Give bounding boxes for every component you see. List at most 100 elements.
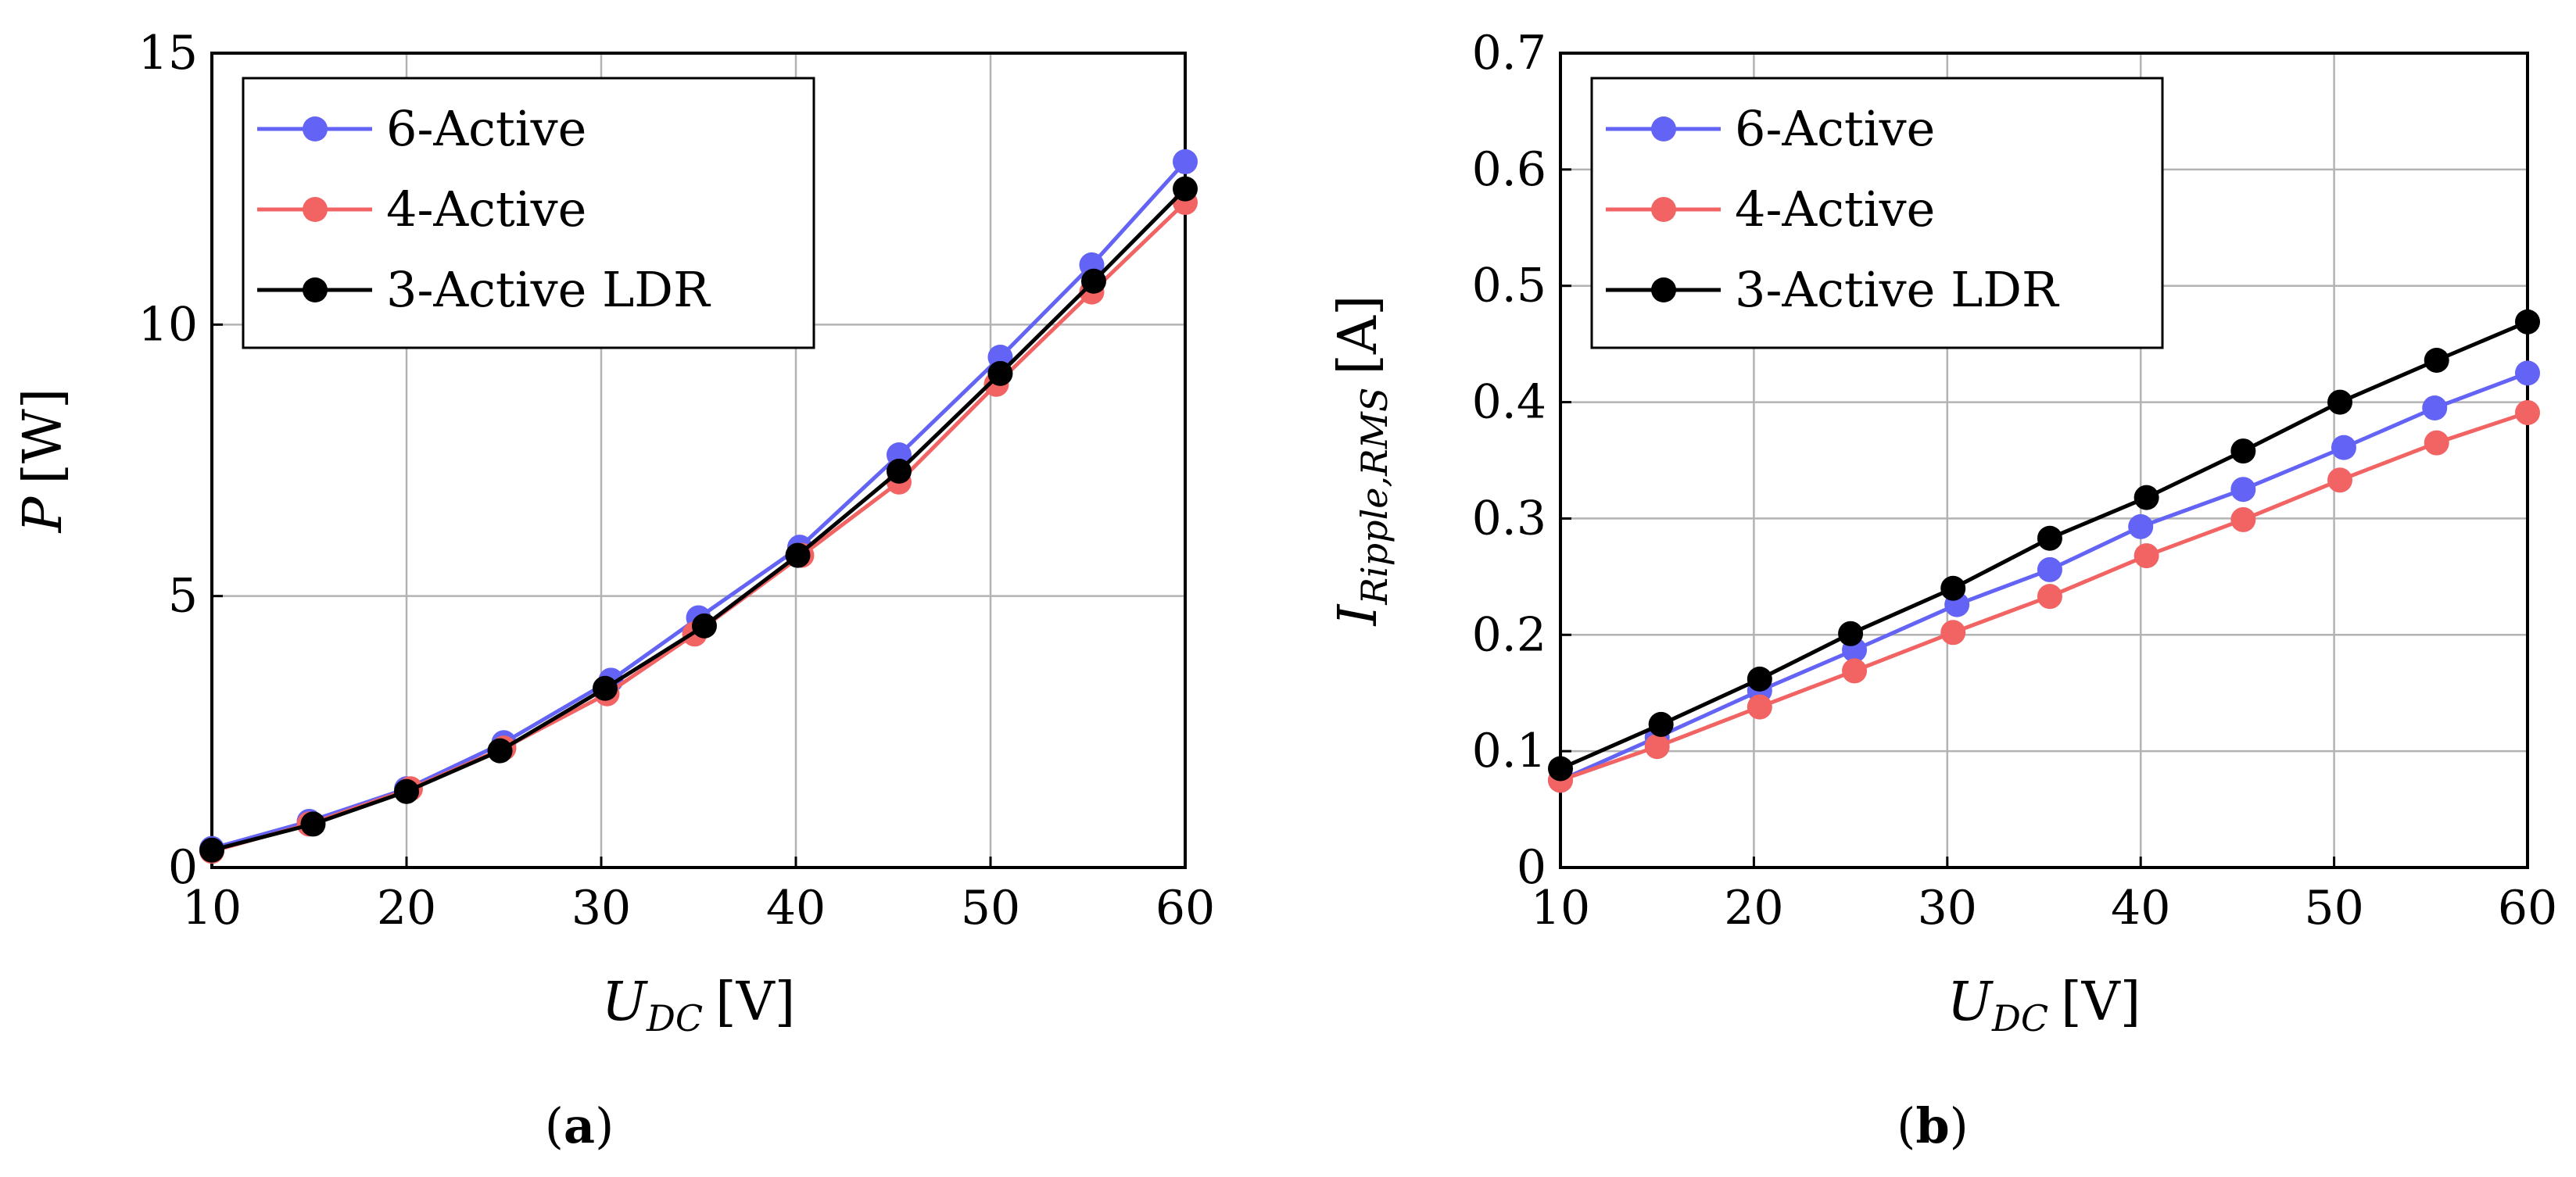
data-point: [1940, 620, 1966, 646]
x-tick-label: 40: [2111, 881, 2170, 936]
data-point: [1842, 658, 1868, 684]
x-tick-label: 10: [182, 881, 242, 936]
x-axis-label: UDC [V]: [1947, 971, 2141, 1039]
legend-marker: [303, 116, 328, 141]
x-axis-symbol: U: [1947, 971, 1994, 1033]
data-point: [1747, 694, 1772, 720]
caption-open-paren: (: [545, 1097, 564, 1154]
x-tick-label: 50: [2304, 881, 2363, 936]
data-point: [487, 738, 513, 764]
y-axis-label: P [W]: [13, 388, 74, 535]
x-tick-label: 60: [1155, 881, 1215, 936]
data-point: [2230, 477, 2256, 503]
x-tick-label: 60: [2498, 881, 2557, 936]
y-axis-unit: [A]: [1327, 295, 1389, 374]
y-tick-label: 0: [1517, 840, 1546, 895]
data-point: [2515, 360, 2540, 386]
legend-label: 4-Active: [1735, 181, 1935, 238]
data-point: [2128, 513, 2154, 539]
data-point: [2037, 525, 2062, 551]
y-tick-label: 10: [138, 297, 198, 352]
data-point: [2424, 430, 2449, 456]
y-tick-label: 0.2: [1472, 607, 1546, 662]
y-axis-unit: [W]: [13, 388, 74, 485]
y-tick-label: 15: [138, 26, 198, 80]
data-point: [2327, 389, 2353, 415]
x-tick-label: 20: [1724, 881, 1783, 936]
data-point: [2327, 467, 2353, 493]
x-axis-unit: [V]: [715, 971, 795, 1033]
y-tick-label: 0.7: [1472, 26, 1546, 80]
legend-marker: [1651, 116, 1676, 141]
caption-letter: a: [564, 1097, 595, 1154]
legend-box: [242, 77, 815, 349]
data-point: [1548, 756, 1573, 782]
data-point: [394, 778, 419, 804]
panel-a: 10 20 30 40 50 60 0 5 10 15 6-Active 4-Active 3-Acti…: [13, 26, 1215, 1154]
data-point: [2331, 435, 2356, 460]
data-point: [1173, 148, 1198, 174]
x-tick-label: 30: [1918, 881, 1977, 936]
data-point: [1648, 711, 1674, 737]
y-tick-label: 0.5: [1472, 259, 1546, 313]
legend-marker: [303, 197, 328, 222]
data-point: [886, 458, 912, 484]
data-point: [2515, 309, 2540, 334]
x-axis-symbol: U: [602, 971, 649, 1033]
data-point: [300, 811, 326, 837]
y-tick-label: 0.1: [1472, 724, 1546, 778]
legend-label: 4-Active: [386, 181, 586, 238]
data-point: [785, 542, 811, 568]
data-point: [2422, 395, 2448, 421]
legend-marker: [1651, 197, 1676, 222]
data-point: [2515, 399, 2540, 425]
data-point: [1080, 268, 1106, 294]
data-point: [1838, 621, 1864, 646]
data-point: [2230, 506, 2256, 532]
data-point: [2134, 543, 2159, 569]
y-tick-label: 5: [168, 569, 198, 624]
data-point: [1644, 734, 1670, 760]
legend-box: [1590, 77, 2164, 349]
y-tick-label: 0.4: [1472, 375, 1546, 430]
legend-label: 6-Active: [386, 100, 586, 157]
data-point: [1173, 176, 1198, 202]
panel-caption: (a): [545, 1097, 614, 1154]
data-point: [691, 613, 717, 639]
caption-close-paren: ): [595, 1097, 614, 1154]
caption-open-paren: (: [1897, 1097, 1915, 1154]
data-point: [1747, 666, 1772, 692]
legend-label: 6-Active: [1735, 100, 1935, 157]
y-axis-label: IRipple,RMS [A]: [1327, 295, 1395, 627]
data-point: [987, 360, 1013, 386]
y-tick-label: 0.3: [1472, 491, 1546, 546]
y-tick-label: 0.6: [1472, 142, 1546, 197]
x-axis-subscript: DC: [1991, 997, 2048, 1039]
data-point: [2037, 584, 2062, 610]
caption-letter: b: [1915, 1097, 1949, 1154]
y-tick-label: 0: [168, 840, 198, 895]
y-axis-subscript: Ripple,RMS: [1353, 388, 1395, 606]
panel-b: 10 20 30 40 50 60 0 0.1 0.2 0.3 0.4 0.5 0.6 0.7 6-Acti…: [1327, 26, 2557, 1154]
data-point: [2134, 485, 2159, 510]
x-tick-label: 30: [571, 881, 631, 936]
data-point: [592, 675, 618, 701]
data-point: [2230, 438, 2256, 464]
x-axis-label: UDC [V]: [602, 971, 796, 1039]
x-tick-label: 40: [766, 881, 826, 936]
caption-close-paren: ): [1950, 1097, 1969, 1154]
data-point: [2424, 347, 2449, 373]
legend-label: 3-Active LDR: [386, 261, 711, 318]
y-axis-symbol: I: [1327, 604, 1389, 628]
x-tick-label: 20: [377, 881, 436, 936]
x-axis-unit: [V]: [2061, 971, 2141, 1033]
plot-frame: [210, 52, 1187, 869]
x-tick-label: 50: [961, 881, 1020, 936]
data-point: [199, 837, 224, 863]
legend-label: 3-Active LDR: [1735, 261, 2060, 318]
plot-frame: [1559, 52, 2529, 869]
data-point: [1940, 575, 1966, 601]
legend-marker: [1651, 277, 1676, 302]
legend-marker: [303, 277, 328, 302]
